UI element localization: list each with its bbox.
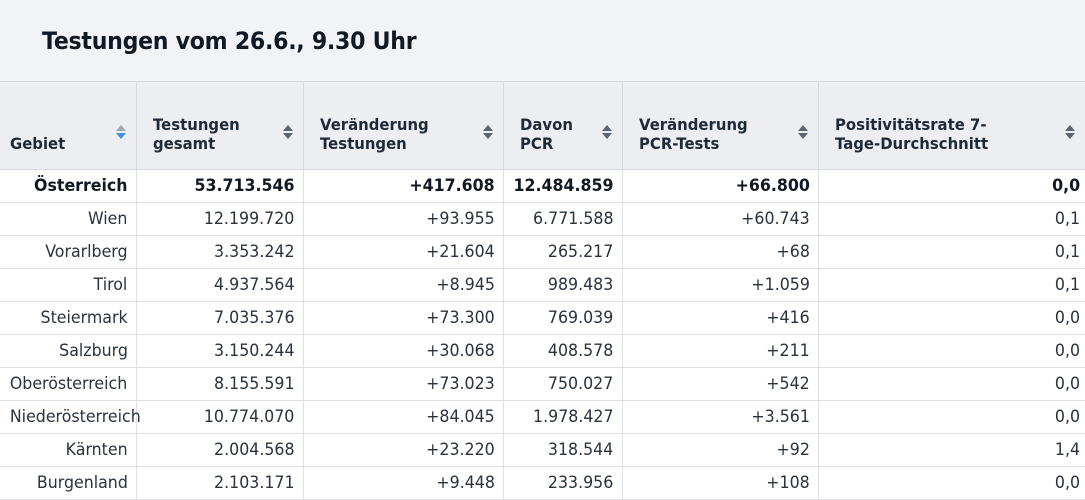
testing-table: Gebiet Testungen gesamt Veränderung Test… (0, 81, 1085, 500)
cell-gebiet: Burgenland (0, 466, 137, 500)
cell-veraenderung-pcr: +92 (622, 433, 819, 467)
col-header-testungen-gesamt[interactable]: Testungen gesamt (136, 81, 304, 170)
table-row: Salzburg 3.150.244 +30.068 408.578 +211 … (0, 334, 1085, 368)
cell-veraenderung-pcr: +68 (622, 235, 819, 269)
cell-davon-pcr: 12.484.859 (503, 169, 623, 203)
cell-positivitaetsrate: 0,0 (818, 334, 1085, 368)
cell-gebiet: Niederösterreich (0, 400, 141, 434)
table-row: Niederösterreich 10.774.070 +84.045 1.97… (0, 400, 1085, 434)
cell-davon-pcr: 769.039 (503, 301, 623, 335)
table-row: Tirol 4.937.564 +8.945 989.483 +1.059 0,… (0, 268, 1085, 302)
table-row: Kärnten 2.004.568 +23.220 318.544 +92 1,… (0, 433, 1085, 467)
table-row: Oberösterreich 8.155.591 +73.023 750.027… (0, 367, 1085, 401)
sort-icon[interactable] (115, 125, 126, 139)
cell-positivitaetsrate: 0,1 (818, 268, 1085, 302)
sort-icon[interactable] (1065, 125, 1075, 139)
title-bar: Testungen vom 26.6., 9.30 Uhr (0, 0, 1085, 81)
cell-veraenderung-testungen: +84.045 (303, 400, 504, 434)
cell-gebiet: Steiermark (0, 301, 137, 335)
cell-positivitaetsrate: 0,0 (818, 367, 1085, 401)
cell-veraenderung-testungen: +21.604 (303, 235, 504, 269)
cell-davon-pcr: 6.771.588 (503, 202, 623, 236)
cell-testungen-gesamt: 7.035.376 (136, 301, 304, 335)
cell-positivitaetsrate: 1,4 (818, 433, 1085, 467)
cell-veraenderung-testungen: +8.945 (303, 268, 504, 302)
cell-gebiet: Tirol (0, 268, 137, 302)
table-row: Wien 12.199.720 +93.955 6.771.588 +60.74… (0, 202, 1085, 236)
cell-gebiet: Wien (0, 202, 137, 236)
cell-veraenderung-pcr: +416 (622, 301, 819, 335)
sort-icon[interactable] (482, 125, 493, 139)
page-title: Testungen vom 26.6., 9.30 Uhr (42, 26, 417, 55)
sort-icon[interactable] (797, 125, 808, 139)
cell-veraenderung-testungen: +417.608 (303, 169, 504, 203)
cell-veraenderung-pcr: +3.561 (622, 400, 819, 434)
cell-davon-pcr: 318.544 (503, 433, 623, 467)
cell-gebiet: Österreich (0, 169, 137, 203)
cell-veraenderung-testungen: +30.068 (303, 334, 504, 368)
cell-testungen-gesamt: 12.199.720 (136, 202, 304, 236)
cell-veraenderung-testungen: +73.300 (303, 301, 504, 335)
table-row: Vorarlberg 3.353.242 +21.604 265.217 +68… (0, 235, 1085, 269)
table-header-row: Gebiet Testungen gesamt Veränderung Test… (0, 81, 1085, 170)
cell-veraenderung-testungen: +23.220 (303, 433, 504, 467)
cell-testungen-gesamt: 3.150.244 (136, 334, 304, 368)
col-header-davon-pcr[interactable]: Davon PCR (503, 81, 623, 170)
col-header-positivitaetsrate[interactable]: Positivitätsrate 7-Tage-Durchschnitt (818, 81, 1085, 170)
cell-positivitaetsrate: 0,0 (818, 466, 1085, 500)
cell-veraenderung-testungen: +93.955 (303, 202, 504, 236)
cell-testungen-gesamt: 2.004.568 (136, 433, 304, 467)
cell-positivitaetsrate: 0,0 (818, 400, 1085, 434)
table-row: Steiermark 7.035.376 +73.300 769.039 +41… (0, 301, 1085, 335)
cell-positivitaetsrate: 0,1 (818, 202, 1085, 236)
cell-davon-pcr: 265.217 (503, 235, 623, 269)
cell-veraenderung-testungen: +73.023 (303, 367, 504, 401)
cell-positivitaetsrate: 0,0 (818, 169, 1085, 203)
cell-veraenderung-pcr: +60.743 (622, 202, 819, 236)
cell-davon-pcr: 233.956 (503, 466, 623, 500)
cell-veraenderung-testungen: +9.448 (303, 466, 504, 500)
cell-positivitaetsrate: 0,1 (818, 235, 1085, 269)
table-row: Österreich 53.713.546 +417.608 12.484.85… (0, 169, 1085, 203)
cell-gebiet: Vorarlberg (0, 235, 137, 269)
cell-veraenderung-pcr: +1.059 (622, 268, 819, 302)
sort-icon[interactable] (282, 125, 293, 139)
cell-veraenderung-pcr: +66.800 (622, 169, 819, 203)
cell-testungen-gesamt: 10.774.070 (136, 400, 304, 434)
sort-icon[interactable] (601, 125, 612, 139)
cell-davon-pcr: 989.483 (503, 268, 623, 302)
cell-veraenderung-pcr: +108 (622, 466, 819, 500)
cell-gebiet: Kärnten (0, 433, 137, 467)
cell-davon-pcr: 1.978.427 (503, 400, 623, 434)
cell-davon-pcr: 750.027 (503, 367, 623, 401)
cell-testungen-gesamt: 8.155.591 (136, 367, 304, 401)
col-header-veraenderung-pcr-tests[interactable]: Veränderung PCR-Tests (622, 81, 819, 170)
cell-gebiet: Oberösterreich (0, 367, 137, 401)
cell-testungen-gesamt: 4.937.564 (136, 268, 304, 302)
cell-gebiet: Salzburg (0, 334, 137, 368)
cell-testungen-gesamt: 2.103.171 (136, 466, 304, 500)
table-body: Österreich 53.713.546 +417.608 12.484.85… (0, 169, 1085, 500)
table-row: Burgenland 2.103.171 +9.448 233.956 +108… (0, 466, 1085, 500)
cell-veraenderung-pcr: +211 (622, 334, 819, 368)
col-header-gebiet[interactable]: Gebiet (0, 81, 137, 170)
col-header-veraenderung-testungen[interactable]: Veränderung Testungen (303, 81, 504, 170)
cell-veraenderung-pcr: +542 (622, 367, 819, 401)
cell-testungen-gesamt: 3.353.242 (136, 235, 304, 269)
cell-davon-pcr: 408.578 (503, 334, 623, 368)
cell-testungen-gesamt: 53.713.546 (136, 169, 304, 203)
cell-positivitaetsrate: 0,0 (818, 301, 1085, 335)
